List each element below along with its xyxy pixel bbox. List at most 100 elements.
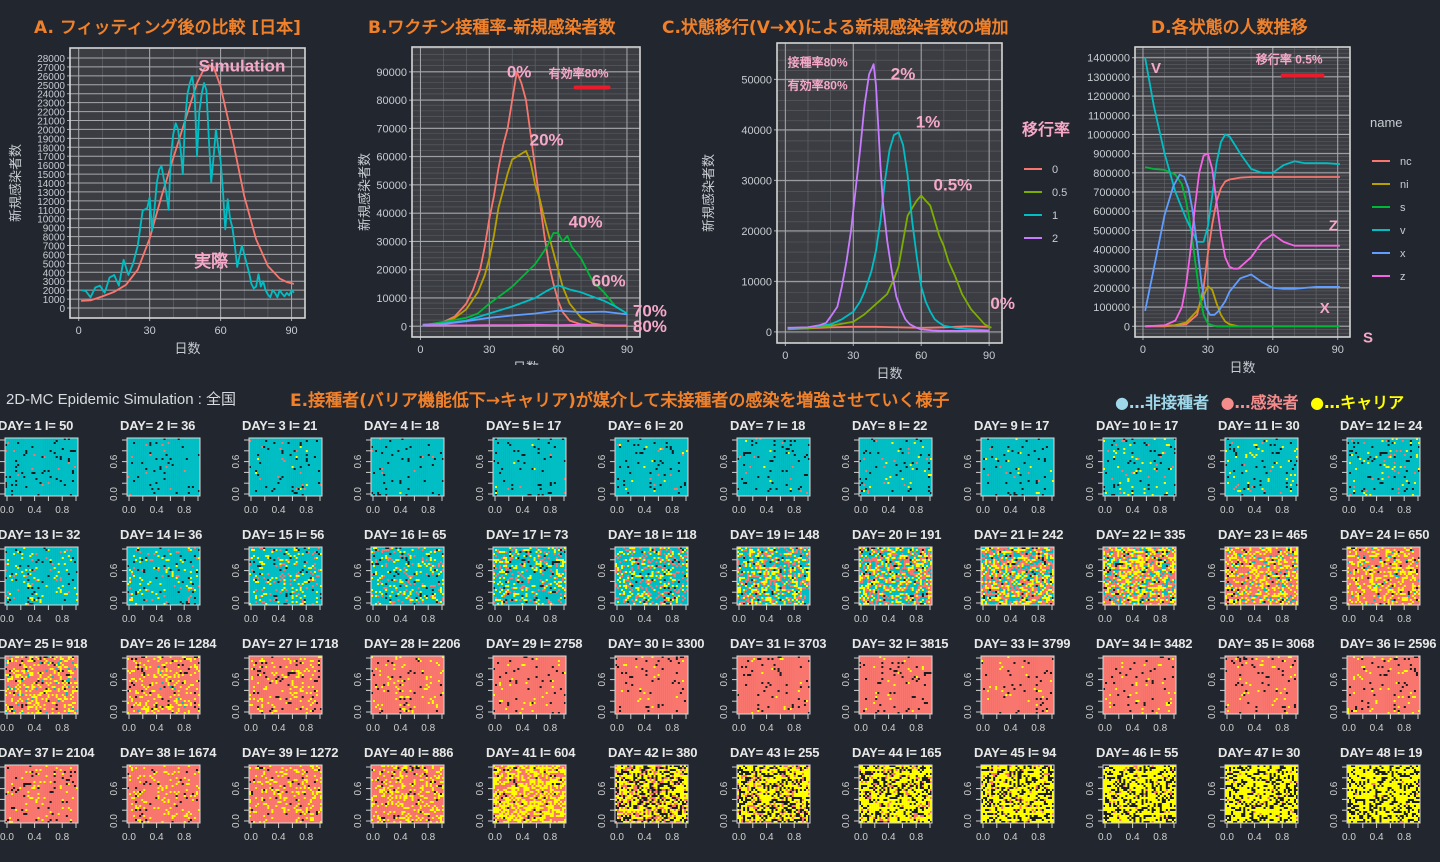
annotation-label: 有効率80% [549, 66, 609, 81]
x-axis-title: 日数 [876, 366, 902, 380]
grid-cell [433, 444, 437, 447]
grid-cell [9, 478, 12, 481]
grid-cell [129, 482, 132, 485]
grid-cell [193, 460, 197, 463]
grid-cell [379, 456, 382, 459]
grid-cell [145, 460, 148, 463]
grid-cell [559, 444, 563, 447]
grid-cell [273, 448, 276, 451]
grid-cell [271, 438, 274, 441]
grid-cell [273, 444, 276, 447]
grid-cell [303, 456, 306, 459]
grid-cell [161, 474, 164, 477]
grid-cell [259, 464, 262, 467]
grid-cell [151, 488, 154, 491]
grid-cell [547, 444, 550, 447]
grid-cell [373, 466, 376, 469]
grid-cell [183, 492, 187, 495]
grid-cell [301, 490, 304, 493]
grid-cell [63, 478, 67, 481]
grid-cell [285, 470, 288, 473]
grid-cell [403, 480, 406, 483]
grid-cell [493, 442, 496, 445]
grid-cell [377, 484, 380, 487]
grid-cell [411, 490, 414, 493]
grid-cell [185, 484, 189, 487]
grid-cell [403, 484, 406, 487]
grid-cell [273, 494, 276, 497]
grid-cell [179, 478, 182, 481]
grid-cell [309, 460, 313, 463]
y-tick-label: 26000 [37, 72, 65, 83]
grid-cell [493, 444, 496, 447]
grid-cell [17, 494, 20, 497]
grid-cell [311, 450, 315, 453]
grid-cell [513, 446, 516, 449]
grid-cell [65, 482, 69, 485]
grid-cell [395, 438, 398, 441]
grid-cell [189, 468, 193, 471]
grid-cell [387, 444, 390, 447]
annotation-label: 接種率80% [788, 55, 848, 70]
grid-cell [37, 438, 40, 441]
grid-cell [43, 446, 46, 449]
grid-cell [139, 444, 142, 447]
grid-cell [385, 478, 388, 481]
grid-cell [19, 482, 22, 485]
grid-cell [177, 478, 180, 481]
grid-cell [75, 450, 79, 453]
grid-cell [151, 452, 154, 455]
grid-cell [37, 464, 40, 467]
grid-cell [173, 466, 176, 469]
grid-cell [57, 444, 60, 447]
grid-cell [395, 444, 398, 447]
grid-cell [23, 492, 26, 495]
grid-cell [271, 486, 274, 489]
grid-cell [153, 476, 156, 479]
grid-cell [299, 464, 302, 467]
grid-cell [425, 456, 428, 459]
grid-cell [19, 492, 22, 495]
grid-cell [409, 466, 412, 469]
grid-cell [161, 462, 164, 465]
grid-cell [399, 462, 402, 465]
grid-cell [371, 474, 374, 477]
grid-cell [427, 478, 431, 481]
grid-cell [13, 492, 16, 495]
grid-cell [385, 488, 388, 491]
grid-cell [161, 488, 164, 491]
grid-cell [381, 446, 384, 449]
grid-cell [249, 490, 252, 493]
grid-cell [71, 456, 75, 459]
grid-cell [269, 468, 272, 471]
grid-cell [277, 450, 280, 453]
grid-cell [439, 462, 443, 465]
grid-cell [7, 466, 10, 469]
grid-cell [63, 458, 67, 461]
grid-cell [261, 472, 264, 475]
grid-cell [401, 482, 404, 485]
grid-cell [385, 472, 388, 475]
grid-cell [293, 462, 296, 465]
grid-cell [197, 488, 201, 491]
grid-cell [559, 442, 563, 445]
grid-cell [269, 484, 272, 487]
grid-cell [275, 478, 278, 481]
x-tick-label: 90 [621, 344, 633, 356]
grid-cell [431, 460, 435, 463]
grid-cell [373, 490, 376, 493]
grid-cell [271, 482, 274, 485]
grid-cell [153, 442, 156, 445]
grid-cell [317, 486, 321, 489]
grid-cell [301, 450, 304, 453]
grid-cell [269, 440, 272, 443]
grid-cell [257, 448, 260, 451]
x-tick-label: 30 [483, 344, 495, 356]
grid-cell [553, 438, 557, 441]
grid-cell [403, 478, 406, 481]
grid-cell [181, 458, 184, 461]
grid-cell [129, 478, 132, 481]
grid-cell [7, 480, 10, 483]
grid-cell [197, 440, 201, 443]
grid-cell [71, 468, 75, 471]
